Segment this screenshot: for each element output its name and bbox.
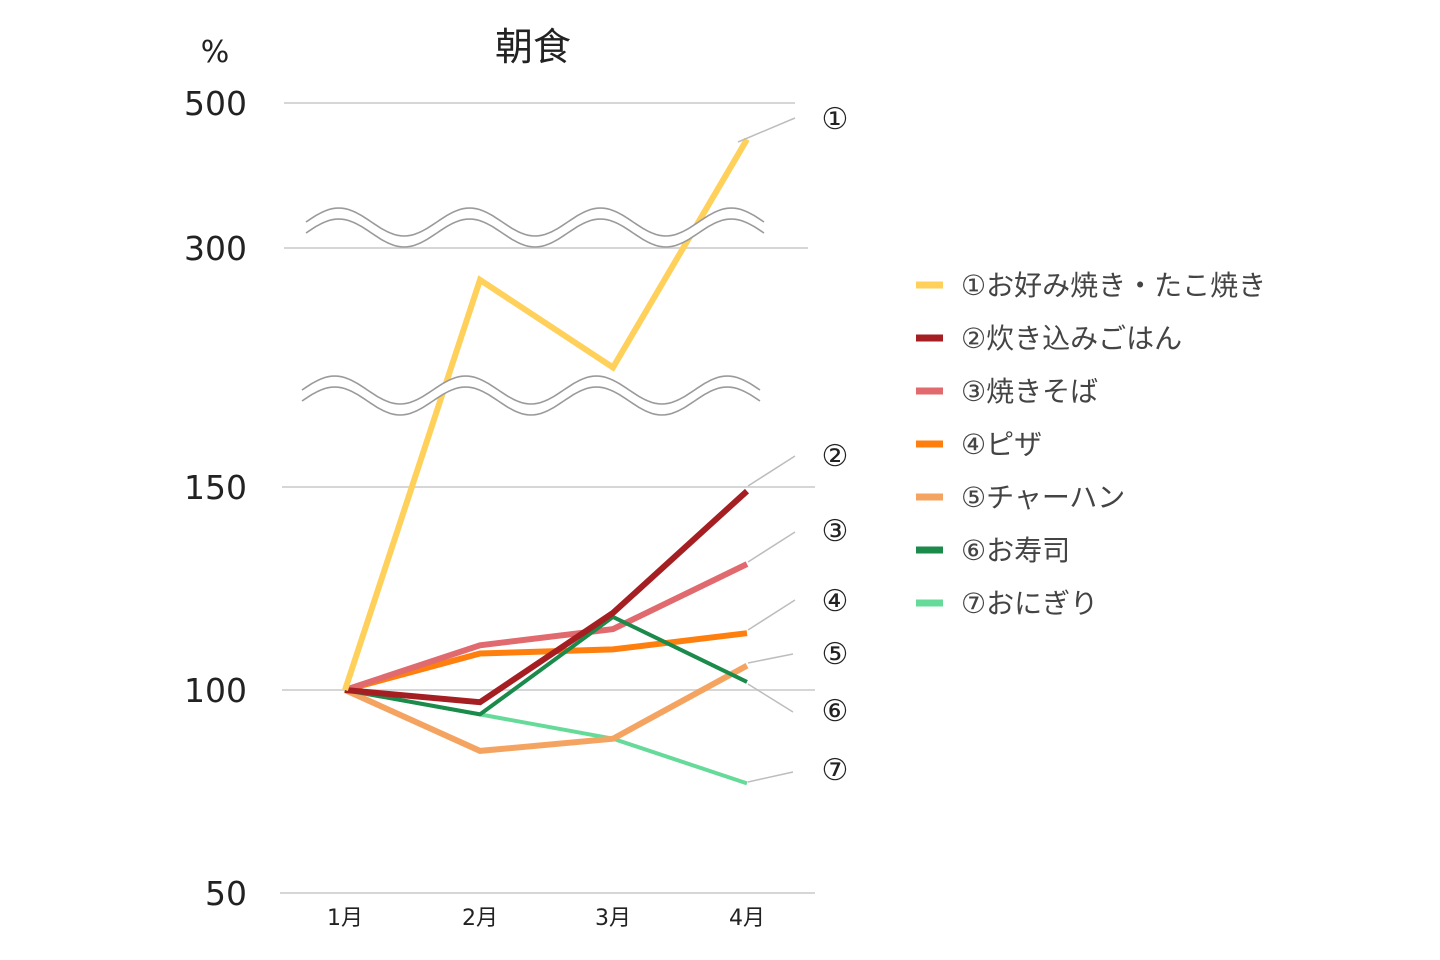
callout-leader — [747, 531, 796, 563]
legend-entry: ③焼きそば — [961, 375, 1098, 408]
chart-title: 朝食 — [495, 25, 571, 69]
series-marker-label: ④ — [822, 584, 849, 619]
y-tick-label: 300 — [184, 229, 247, 268]
series-line — [342, 137, 750, 691]
x-tick-label: 2月 — [462, 906, 498, 931]
y-tick-label: 50 — [205, 874, 247, 913]
series-callouts: ① ② ③ ④ ⑤ ⑥ ⑦ — [737, 102, 849, 788]
series-lines — [342, 137, 750, 786]
callout-leader — [747, 771, 794, 783]
x-tick-label: 3月 — [595, 906, 631, 931]
axis-break — [305, 207, 765, 248]
series-line — [344, 630, 748, 693]
y-tick-label: 500 — [184, 84, 247, 123]
series-line — [344, 688, 748, 786]
x-axis-ticks: 1月 2月 3月 4月 — [327, 906, 765, 931]
series-marker-label: ③ — [822, 514, 849, 549]
callout-leader — [737, 117, 796, 143]
series-marker-label: ② — [822, 439, 849, 474]
y-axis-ticks: 50 100 150 300 500 — [184, 84, 247, 913]
axis-break — [301, 375, 761, 416]
legend-entry: ①お好み焼き・たこ焼き — [961, 269, 1266, 302]
series-line — [344, 561, 749, 693]
series-marker-label: ① — [822, 102, 849, 137]
series-line — [344, 614, 748, 717]
legend-entry: ⑦おにぎり — [961, 587, 1098, 620]
callout-leader — [747, 683, 794, 713]
series-marker-label: ⑥ — [822, 694, 849, 729]
callout-leader — [747, 653, 794, 664]
series-marker-label: ⑦ — [822, 753, 849, 788]
legend-entry: ⑤チャーハン — [961, 481, 1125, 514]
legend-entry: ④ピザ — [961, 428, 1042, 461]
y-tick-label: 150 — [184, 468, 247, 507]
x-tick-label: 4月 — [729, 906, 765, 931]
y-tick-label: 100 — [184, 671, 247, 710]
legend: ①お好み焼き・たこ焼き ②炊き込みごはん ③焼きそば ④ピザ ⑤チャーハン ⑥お寿司 ⑦おに… — [916, 269, 1266, 620]
legend-entry: ②炊き込みごはん — [961, 322, 1182, 355]
legend-entry: ⑥お寿司 — [961, 534, 1070, 567]
callout-leader — [747, 455, 796, 487]
x-tick-label: 1月 — [327, 906, 363, 931]
series-line — [343, 662, 749, 754]
y-axis-unit-label: % — [201, 35, 230, 70]
axis-break-marks — [301, 207, 765, 416]
series-marker-label: ⑤ — [822, 637, 849, 672]
series-line — [344, 488, 750, 706]
callout-leader — [747, 599, 796, 631]
